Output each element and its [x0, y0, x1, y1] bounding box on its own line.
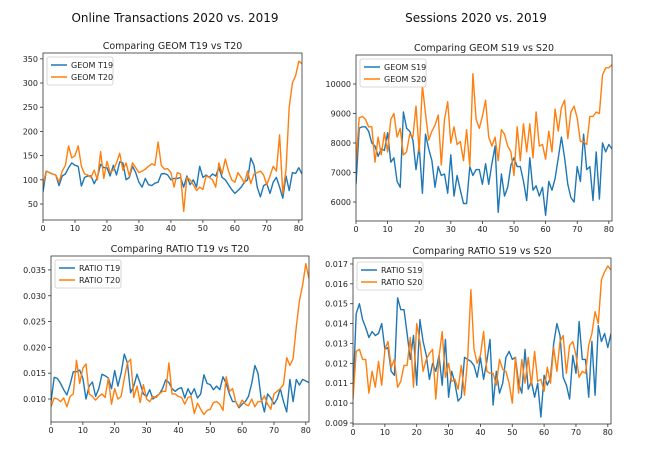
- x-tick-label: 60: [230, 224, 240, 233]
- x-tick-label: 10: [380, 428, 390, 437]
- y-tick-label: 0.017: [325, 260, 348, 269]
- legend: RATIO S19 RATIO S20: [356, 261, 424, 291]
- axes-frame: [355, 54, 613, 222]
- subplot-1: Comparing GEOM T19 vs T20 0 10 20 30 40 50 60 70…: [23, 41, 304, 233]
- series-line-ratio-t19: [51, 353, 309, 413]
- x-tick-label: 80: [604, 225, 614, 234]
- x-tick-label: 30: [446, 225, 456, 234]
- series-line-geom-s20: [356, 64, 612, 177]
- column-title-transactions: Online Transactions 2020 vs. 2019: [71, 11, 278, 25]
- x-tick-label: 70: [571, 428, 581, 437]
- x-tick-label: 60: [539, 428, 549, 437]
- y-tick-label: 50: [28, 200, 38, 209]
- x-tick-label: 50: [198, 224, 208, 233]
- x-tick-label: 10: [383, 225, 393, 234]
- x-tick-label: 50: [509, 225, 519, 234]
- y-tick-label: 0.013: [325, 339, 348, 348]
- y-tick-label: 0.015: [325, 300, 348, 309]
- series-line-ratio-s19: [353, 297, 611, 418]
- y-tick-label: 300: [23, 79, 38, 88]
- legend-label: RATIO T19: [79, 264, 120, 273]
- x-tick-label: 50: [205, 426, 215, 435]
- y-tick-label: 0.011: [325, 379, 348, 388]
- x-tick-label: 10: [70, 224, 80, 233]
- y-tick-label: 0.030: [23, 292, 46, 301]
- x-tick-label: 40: [173, 426, 183, 435]
- x-tick-label: 20: [102, 224, 112, 233]
- y-tick-label: 10000: [326, 80, 351, 89]
- subplot-2: Comparing GEOM S19 vs S20 0 10 20 30 40 50 60 70…: [326, 43, 614, 234]
- legend: GEOM T19 GEOM T20: [46, 56, 114, 86]
- x-tick-label: 80: [603, 428, 613, 437]
- y-tick-label: 0.025: [23, 318, 46, 327]
- y-tick-label: 0.014: [325, 320, 348, 329]
- y-tick-label: 0.010: [325, 399, 348, 408]
- x-tick-label: 0: [48, 426, 53, 435]
- x-tick-label: 70: [572, 225, 582, 234]
- x-tick-label: 20: [412, 428, 422, 437]
- x-tick-label: 70: [269, 426, 279, 435]
- x-tick-label: 60: [541, 225, 551, 234]
- legend: GEOM S19 GEOM S20: [359, 58, 427, 88]
- y-tick-label: 0.020: [23, 343, 46, 352]
- x-tick-label: 0: [350, 428, 355, 437]
- axes-frame: [50, 255, 310, 423]
- x-tick-label: 20: [414, 225, 424, 234]
- series-line-geom-s19: [356, 111, 612, 217]
- legend-label: RATIO S20: [381, 278, 422, 287]
- x-tick-label: 40: [477, 225, 487, 234]
- y-tick-label: 0.009: [325, 419, 348, 428]
- x-tick-label: 60: [237, 426, 247, 435]
- y-tick-label: 0.035: [23, 266, 46, 275]
- y-tick-label: 0.012: [325, 359, 348, 368]
- y-tick-label: 8000: [331, 139, 351, 148]
- legend-label: GEOM T19: [71, 61, 113, 70]
- y-tick-label: 200: [23, 127, 38, 136]
- x-tick-label: 40: [475, 428, 485, 437]
- x-tick-label: 30: [134, 224, 144, 233]
- y-tick-label: 0.015: [23, 369, 46, 378]
- y-tick-label: 9000: [331, 109, 351, 118]
- y-tick-label: 150: [23, 152, 38, 161]
- legend-label: GEOM S19: [384, 63, 426, 72]
- x-tick-label: 70: [262, 224, 272, 233]
- subplot-title: Comparing RATIO S19 vs S20: [412, 246, 551, 257]
- y-tick-label: 350: [23, 55, 38, 64]
- axes-frame: [352, 257, 612, 425]
- x-tick-label: 30: [141, 426, 151, 435]
- series-line-ratio-s20: [353, 265, 611, 404]
- series-line-ratio-t20: [51, 263, 309, 416]
- y-tick-label: 0.010: [23, 395, 46, 404]
- x-tick-label: 80: [294, 224, 304, 233]
- legend-label: RATIO T20: [79, 276, 120, 285]
- subplot-title: Comparing GEOM T19 vs T20: [103, 41, 243, 52]
- x-tick-label: 0: [353, 225, 358, 234]
- subplot-4: Comparing RATIO S19 vs S20 0 10 20 30 40 50 60 7…: [325, 246, 613, 437]
- subplot-title: Comparing RATIO T19 vs T20: [111, 244, 250, 255]
- x-tick-label: 40: [166, 224, 176, 233]
- x-tick-label: 10: [78, 426, 88, 435]
- axes-frame: [42, 52, 303, 221]
- y-tick-label: 100: [23, 176, 38, 185]
- y-tick-label: 6000: [331, 198, 351, 207]
- y-tick-label: 7000: [331, 169, 351, 178]
- x-tick-label: 20: [110, 426, 120, 435]
- legend: RATIO T19 RATIO T20: [54, 259, 122, 289]
- subplot-3: Comparing RATIO T19 vs T20 0 10 20 30 40 50 60 7…: [23, 244, 311, 435]
- legend-label: GEOM T20: [71, 73, 113, 82]
- x-tick-label: 30: [443, 428, 453, 437]
- series-line-geom-t20: [43, 60, 302, 213]
- subplot-title: Comparing GEOM S19 vs S20: [414, 43, 554, 54]
- y-tick-label: 250: [23, 103, 38, 112]
- y-tick-label: 0.016: [325, 280, 348, 289]
- x-tick-label: 80: [301, 426, 311, 435]
- x-tick-label: 50: [507, 428, 517, 437]
- column-title-sessions: Sessions 2020 vs. 2019: [405, 11, 547, 25]
- legend-label: RATIO S19: [381, 266, 422, 275]
- x-tick-label: 0: [40, 224, 45, 233]
- legend-label: GEOM S20: [384, 75, 426, 84]
